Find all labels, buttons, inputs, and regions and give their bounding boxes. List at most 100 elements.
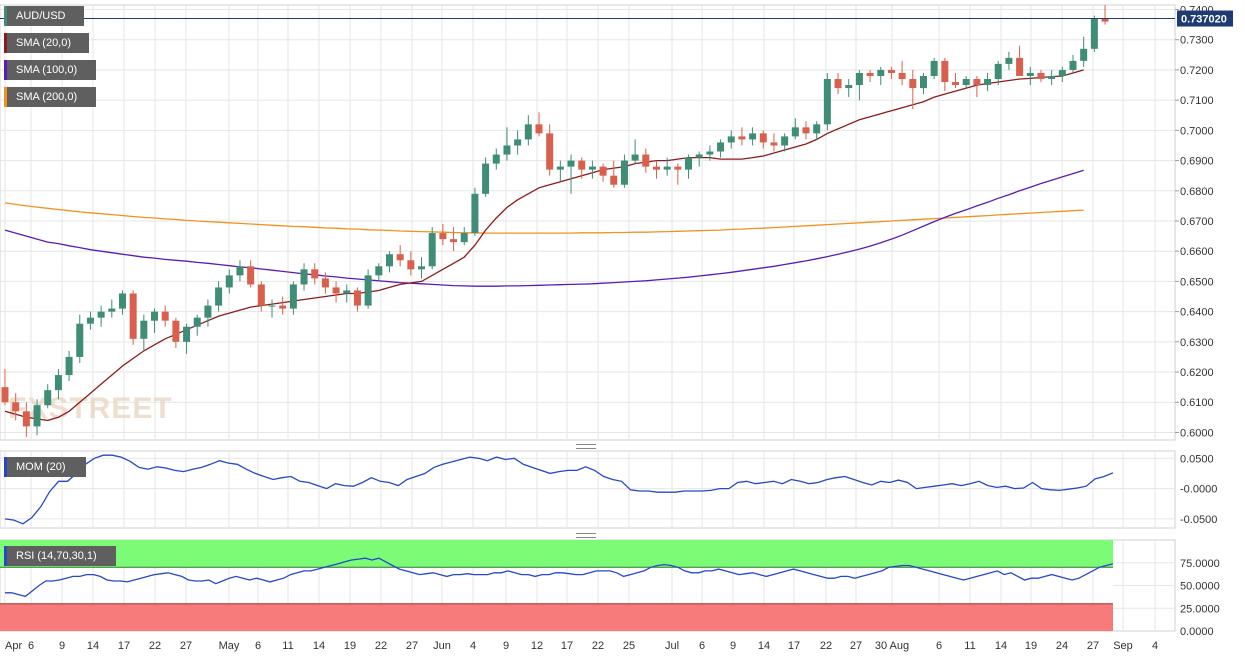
candle-body — [86, 317, 94, 324]
y-tick-label: 0.6100 — [1180, 397, 1214, 409]
pane-resize-handle-rsi[interactable] — [576, 533, 596, 538]
legend-sma200[interactable]: SMA (200,0) — [4, 87, 96, 107]
candle-body — [257, 284, 265, 306]
candle-body — [1037, 72, 1045, 80]
candle-body — [556, 166, 564, 170]
candle-body — [482, 163, 490, 194]
x-tick-label: 12 — [531, 640, 543, 652]
x-tick-label: 14 — [87, 640, 99, 652]
candle-body — [44, 390, 52, 406]
candle-body — [695, 154, 703, 158]
candle-body — [108, 308, 116, 312]
legend-sma20[interactable]: SMA (20,0) — [4, 33, 89, 53]
candle-body — [460, 233, 468, 243]
candle-body — [161, 311, 169, 321]
candle-body — [898, 72, 906, 80]
candle-body — [172, 320, 180, 342]
x-tick-label: 9 — [730, 640, 736, 652]
y-tick-label: 0.7100 — [1180, 95, 1214, 107]
candle-body — [909, 79, 917, 89]
y-tick-label: 0.6900 — [1180, 156, 1214, 168]
candle-body — [781, 136, 789, 146]
rsi-overbought-band — [0, 540, 1113, 568]
x-tick-label: 6 — [699, 640, 705, 652]
y-tick-label: -0.0500 — [1180, 514, 1217, 526]
candle-body — [994, 63, 1002, 80]
x-tick-label: 6 — [936, 640, 942, 652]
candle-body — [631, 154, 639, 161]
y-tick-label: 0.0500 — [1180, 453, 1214, 465]
candle-body — [396, 254, 404, 261]
candle-body — [578, 160, 586, 170]
candle-body — [620, 160, 628, 185]
candle-body — [877, 69, 885, 76]
x-tick-label: 4 — [470, 640, 476, 652]
sma100-line — [4, 169, 1084, 287]
candle-body — [738, 136, 746, 140]
candle-body — [129, 293, 137, 339]
x-tick-label: Jun — [433, 640, 451, 652]
candle-body — [321, 278, 329, 288]
candle-body — [1058, 69, 1066, 76]
legend-sma200-label: SMA (200,0) — [16, 91, 78, 103]
legend-sma200-swatch — [4, 87, 7, 107]
x-tick-label: 27 — [180, 640, 192, 652]
y-tick-label: 0.6600 — [1180, 246, 1214, 258]
candle-body — [685, 157, 693, 170]
candle-body — [183, 326, 191, 342]
main-pane-frame — [0, 4, 1176, 441]
legend-symbol-swatch — [4, 6, 7, 26]
candle-body — [567, 160, 575, 167]
candle-body — [1090, 18, 1098, 49]
candle-body — [12, 402, 20, 412]
y-tick-label: 0.6500 — [1180, 276, 1214, 288]
candle-body — [289, 284, 297, 309]
candle-body — [268, 305, 276, 307]
y-tick-label: 0.6300 — [1180, 337, 1214, 349]
candle-body — [300, 269, 308, 285]
candle-body — [54, 375, 62, 391]
x-tick-label: 14 — [758, 640, 770, 652]
x-tick-label: 27 — [406, 640, 418, 652]
candle-body — [791, 127, 799, 137]
x-tick-label: 22 — [149, 640, 161, 652]
x-tick-label: 6 — [255, 640, 261, 652]
candle-body — [984, 79, 992, 86]
x-tick-label: 22 — [592, 640, 604, 652]
candle-body — [353, 290, 361, 306]
x-tick-label: 11 — [282, 640, 293, 652]
candle-body — [834, 79, 842, 89]
y-tick-label: 25.0000 — [1180, 603, 1220, 615]
candle-body — [759, 133, 767, 143]
candle-body — [503, 145, 511, 155]
x-tick-label: 6 — [28, 640, 34, 652]
mom-pane-frame — [0, 450, 1176, 529]
x-tick-label: 19 — [1025, 640, 1037, 652]
candle-body — [930, 60, 938, 76]
candle-body — [225, 275, 233, 288]
candle-body — [845, 85, 853, 89]
candle-body — [1026, 72, 1034, 76]
legend-sma100-swatch — [4, 60, 7, 80]
candle-body — [332, 287, 340, 294]
candle-body — [279, 305, 287, 309]
legend-mom[interactable]: MOM (20) — [4, 457, 86, 477]
candle-body — [652, 166, 660, 170]
candle-body — [813, 124, 821, 134]
candle-body — [823, 79, 831, 125]
legend-symbol[interactable]: AUD/USD — [4, 6, 84, 26]
legend-sma100[interactable]: SMA (100,0) — [4, 60, 96, 80]
y-tick-label: 0.6700 — [1180, 216, 1214, 228]
legend-rsi[interactable]: RSI (14,70,30,1) — [4, 546, 116, 566]
current-price-label: 0.737020 — [1181, 14, 1227, 26]
x-tick-label: 17 — [788, 640, 800, 652]
pane-resize-handle-mom[interactable] — [576, 444, 596, 449]
rsi-line — [5, 557, 1114, 598]
rsi-oversold-band — [0, 603, 1113, 631]
candle-body — [33, 405, 41, 427]
legend-mom-label: MOM (20) — [16, 461, 66, 473]
candle-body — [524, 124, 532, 140]
candle-body — [706, 151, 714, 155]
candle-body — [215, 287, 223, 306]
candle-body — [952, 82, 960, 86]
